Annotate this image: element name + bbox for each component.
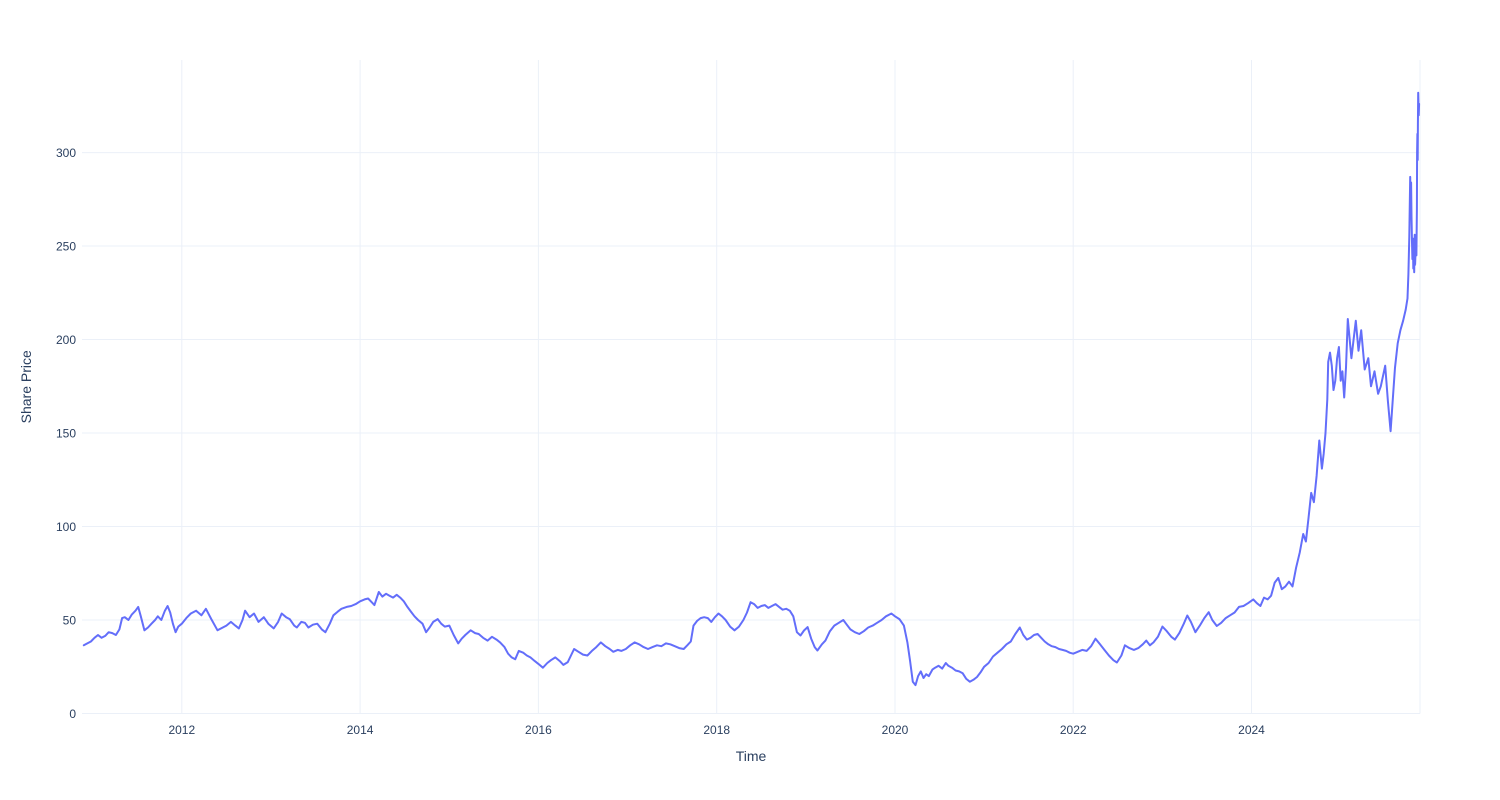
y-tick-label: 100 — [56, 520, 76, 534]
gridlines — [82, 60, 1421, 714]
y-axis-tick-labels: 0 50 100 150 200 250 300 — [56, 146, 76, 721]
y-tick-label: 150 — [56, 427, 76, 441]
x-axis-title: Time — [736, 748, 767, 764]
y-axis-title: Share Price — [18, 350, 34, 423]
y-tick-label: 300 — [56, 146, 76, 160]
x-tick-label: 2016 — [525, 723, 552, 737]
x-tick-label: 2014 — [347, 723, 374, 737]
y-tick-label: 250 — [56, 240, 76, 254]
x-tick-label: 2024 — [1238, 723, 1265, 737]
x-tick-label: 2012 — [168, 723, 195, 737]
x-axis-tick-labels: 2012 2014 2016 2018 2020 2022 2024 — [168, 723, 1265, 737]
x-tick-label: 2018 — [703, 723, 730, 737]
x-tick-label: 2020 — [882, 723, 909, 737]
share-price-series-line[interactable] — [82, 91, 1421, 687]
y-tick-label: 0 — [69, 707, 76, 721]
y-tick-label: 200 — [56, 333, 76, 347]
x-tick-label: 2022 — [1060, 723, 1087, 737]
y-tick-label: 50 — [63, 614, 77, 628]
